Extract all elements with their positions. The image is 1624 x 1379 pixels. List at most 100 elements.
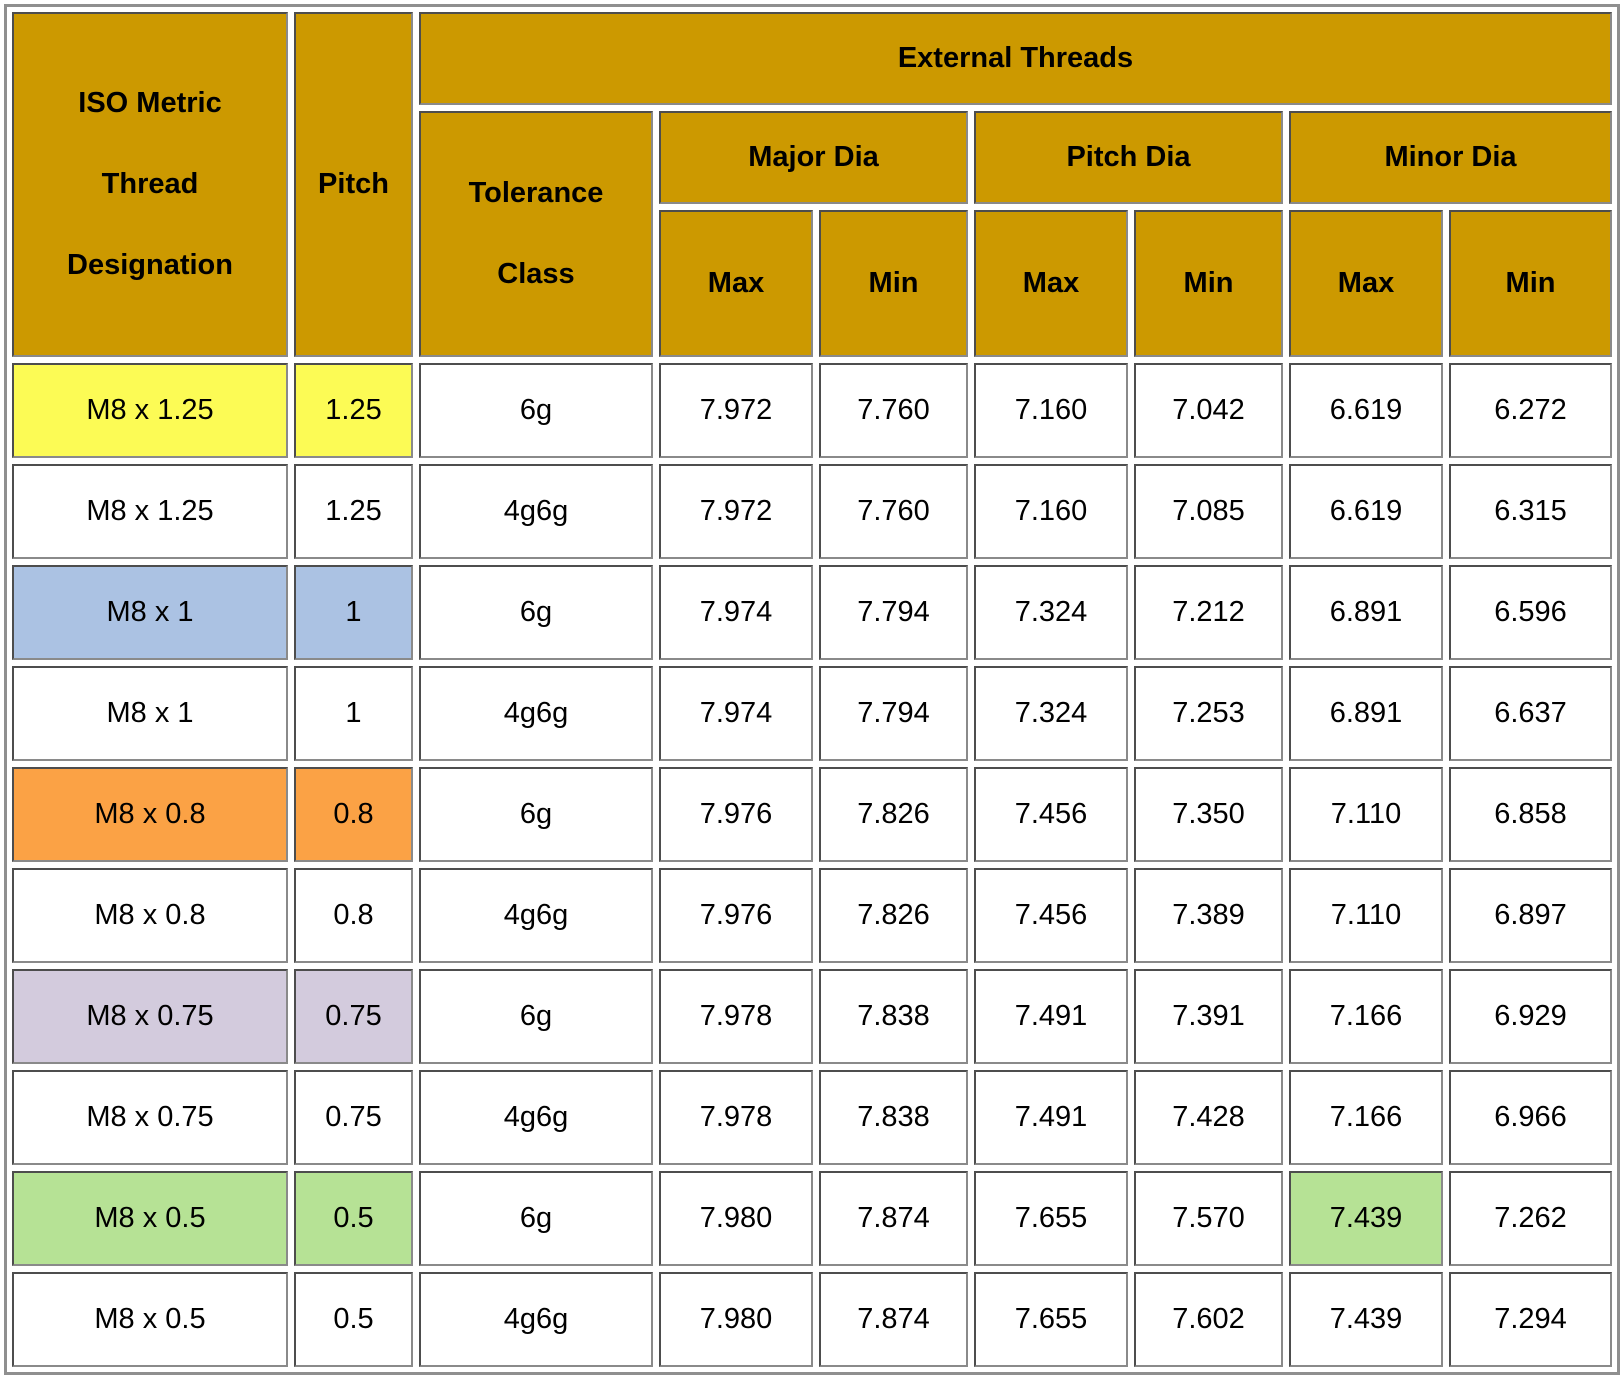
cell-minor-dia-max-row10: 7.439	[1289, 1272, 1443, 1367]
header-minor-dia-max: Max	[1289, 210, 1443, 357]
cell-minor-dia-max-row4: 6.891	[1289, 666, 1443, 761]
cell-minor-dia-min-row1: 6.272	[1449, 363, 1612, 458]
cell-pitch-dia-min-row7: 7.391	[1134, 969, 1283, 1064]
cell-designation-row9: M8 x 0.5	[12, 1171, 288, 1266]
thread-spec-table: ISO Metric Thread Designation Pitch Exte…	[12, 12, 1612, 1367]
cell-major-dia-min-row4: 7.794	[819, 666, 968, 761]
cell-major-dia-max-row8: 7.978	[659, 1070, 813, 1165]
cell-major-dia-max-row5: 7.976	[659, 767, 813, 862]
cell-major-dia-min-row9: 7.874	[819, 1171, 968, 1266]
cell-tolerance-class-row5: 6g	[419, 767, 653, 862]
header-pitch-dia-max: Max	[974, 210, 1128, 357]
cell-minor-dia-max-row3: 6.891	[1289, 565, 1443, 660]
cell-minor-dia-max-row7: 7.166	[1289, 969, 1443, 1064]
cell-pitch-dia-max-row3: 7.324	[974, 565, 1128, 660]
header-pitch: Pitch	[294, 12, 413, 357]
cell-major-dia-max-row7: 7.978	[659, 969, 813, 1064]
header-designation-line2: Thread	[101, 168, 199, 200]
cell-tolerance-class-row2: 4g6g	[419, 464, 653, 559]
cell-pitch-dia-min-row10: 7.602	[1134, 1272, 1283, 1367]
cell-pitch-dia-max-row2: 7.160	[974, 464, 1128, 559]
header-minor-dia: Minor Dia	[1289, 111, 1612, 204]
cell-tolerance-class-row4: 4g6g	[419, 666, 653, 761]
cell-tolerance-class-row1: 6g	[419, 363, 653, 458]
header-designation-line3: Designation	[67, 249, 233, 281]
cell-tolerance-class-row8: 4g6g	[419, 1070, 653, 1165]
cell-major-dia-min-row3: 7.794	[819, 565, 968, 660]
cell-pitch-dia-max-row9: 7.655	[974, 1171, 1128, 1266]
cell-pitch-dia-min-row2: 7.085	[1134, 464, 1283, 559]
cell-minor-dia-max-row9: 7.439	[1289, 1171, 1443, 1266]
table-frame: ISO Metric Thread Designation Pitch Exte…	[4, 4, 1620, 1375]
cell-major-dia-min-row7: 7.838	[819, 969, 968, 1064]
cell-pitch-row1: 1.25	[294, 363, 413, 458]
cell-minor-dia-min-row10: 7.294	[1449, 1272, 1612, 1367]
cell-pitch-row9: 0.5	[294, 1171, 413, 1266]
cell-pitch-dia-min-row1: 7.042	[1134, 363, 1283, 458]
cell-minor-dia-min-row2: 6.315	[1449, 464, 1612, 559]
cell-major-dia-max-row6: 7.976	[659, 868, 813, 963]
cell-major-dia-min-row2: 7.760	[819, 464, 968, 559]
cell-pitch-dia-max-row10: 7.655	[974, 1272, 1128, 1367]
cell-minor-dia-min-row8: 6.966	[1449, 1070, 1612, 1165]
cell-pitch-dia-max-row4: 7.324	[974, 666, 1128, 761]
cell-minor-dia-min-row5: 6.858	[1449, 767, 1612, 862]
cell-designation-row6: M8 x 0.8	[12, 868, 288, 963]
cell-minor-dia-max-row6: 7.110	[1289, 868, 1443, 963]
cell-designation-row4: M8 x 1	[12, 666, 288, 761]
cell-pitch-row8: 0.75	[294, 1070, 413, 1165]
cell-designation-row1: M8 x 1.25	[12, 363, 288, 458]
header-tolerance-line2: Class	[497, 258, 575, 290]
header-external-threads: External Threads	[419, 12, 1612, 105]
cell-minor-dia-min-row6: 6.897	[1449, 868, 1612, 963]
cell-tolerance-class-row9: 6g	[419, 1171, 653, 1266]
cell-tolerance-class-row6: 4g6g	[419, 868, 653, 963]
cell-pitch-dia-min-row8: 7.428	[1134, 1070, 1283, 1165]
cell-major-dia-max-row2: 7.972	[659, 464, 813, 559]
cell-pitch-dia-min-row9: 7.570	[1134, 1171, 1283, 1266]
cell-pitch-row4: 1	[294, 666, 413, 761]
header-major-dia-max: Max	[659, 210, 813, 357]
cell-designation-row5: M8 x 0.8	[12, 767, 288, 862]
cell-major-dia-max-row3: 7.974	[659, 565, 813, 660]
cell-designation-row8: M8 x 0.75	[12, 1070, 288, 1165]
cell-pitch-row5: 0.8	[294, 767, 413, 862]
cell-pitch-dia-max-row6: 7.456	[974, 868, 1128, 963]
cell-pitch-row7: 0.75	[294, 969, 413, 1064]
cell-pitch-row2: 1.25	[294, 464, 413, 559]
header-tolerance-line1: Tolerance	[468, 177, 604, 209]
cell-tolerance-class-row7: 6g	[419, 969, 653, 1064]
header-pitch-dia: Pitch Dia	[974, 111, 1283, 204]
cell-major-dia-max-row4: 7.974	[659, 666, 813, 761]
cell-major-dia-min-row6: 7.826	[819, 868, 968, 963]
cell-pitch-dia-min-row3: 7.212	[1134, 565, 1283, 660]
header-pitch-dia-min: Min	[1134, 210, 1283, 357]
cell-minor-dia-max-row2: 6.619	[1289, 464, 1443, 559]
cell-minor-dia-min-row3: 6.596	[1449, 565, 1612, 660]
header-major-dia-min: Min	[819, 210, 968, 357]
cell-minor-dia-min-row9: 7.262	[1449, 1171, 1612, 1266]
cell-minor-dia-max-row1: 6.619	[1289, 363, 1443, 458]
cell-major-dia-min-row5: 7.826	[819, 767, 968, 862]
cell-minor-dia-max-row5: 7.110	[1289, 767, 1443, 862]
header-major-dia: Major Dia	[659, 111, 968, 204]
cell-designation-row7: M8 x 0.75	[12, 969, 288, 1064]
cell-minor-dia-min-row4: 6.637	[1449, 666, 1612, 761]
cell-designation-row2: M8 x 1.25	[12, 464, 288, 559]
cell-major-dia-min-row8: 7.838	[819, 1070, 968, 1165]
cell-major-dia-max-row9: 7.980	[659, 1171, 813, 1266]
cell-pitch-dia-min-row4: 7.253	[1134, 666, 1283, 761]
cell-minor-dia-max-row8: 7.166	[1289, 1070, 1443, 1165]
header-designation-line1: ISO Metric	[78, 87, 222, 119]
cell-tolerance-class-row10: 4g6g	[419, 1272, 653, 1367]
cell-minor-dia-min-row7: 6.929	[1449, 969, 1612, 1064]
cell-major-dia-max-row10: 7.980	[659, 1272, 813, 1367]
cell-pitch-row3: 1	[294, 565, 413, 660]
cell-pitch-dia-max-row7: 7.491	[974, 969, 1128, 1064]
cell-tolerance-class-row3: 6g	[419, 565, 653, 660]
cell-pitch-row6: 0.8	[294, 868, 413, 963]
cell-pitch-dia-max-row1: 7.160	[974, 363, 1128, 458]
cell-designation-row10: M8 x 0.5	[12, 1272, 288, 1367]
cell-major-dia-max-row1: 7.972	[659, 363, 813, 458]
